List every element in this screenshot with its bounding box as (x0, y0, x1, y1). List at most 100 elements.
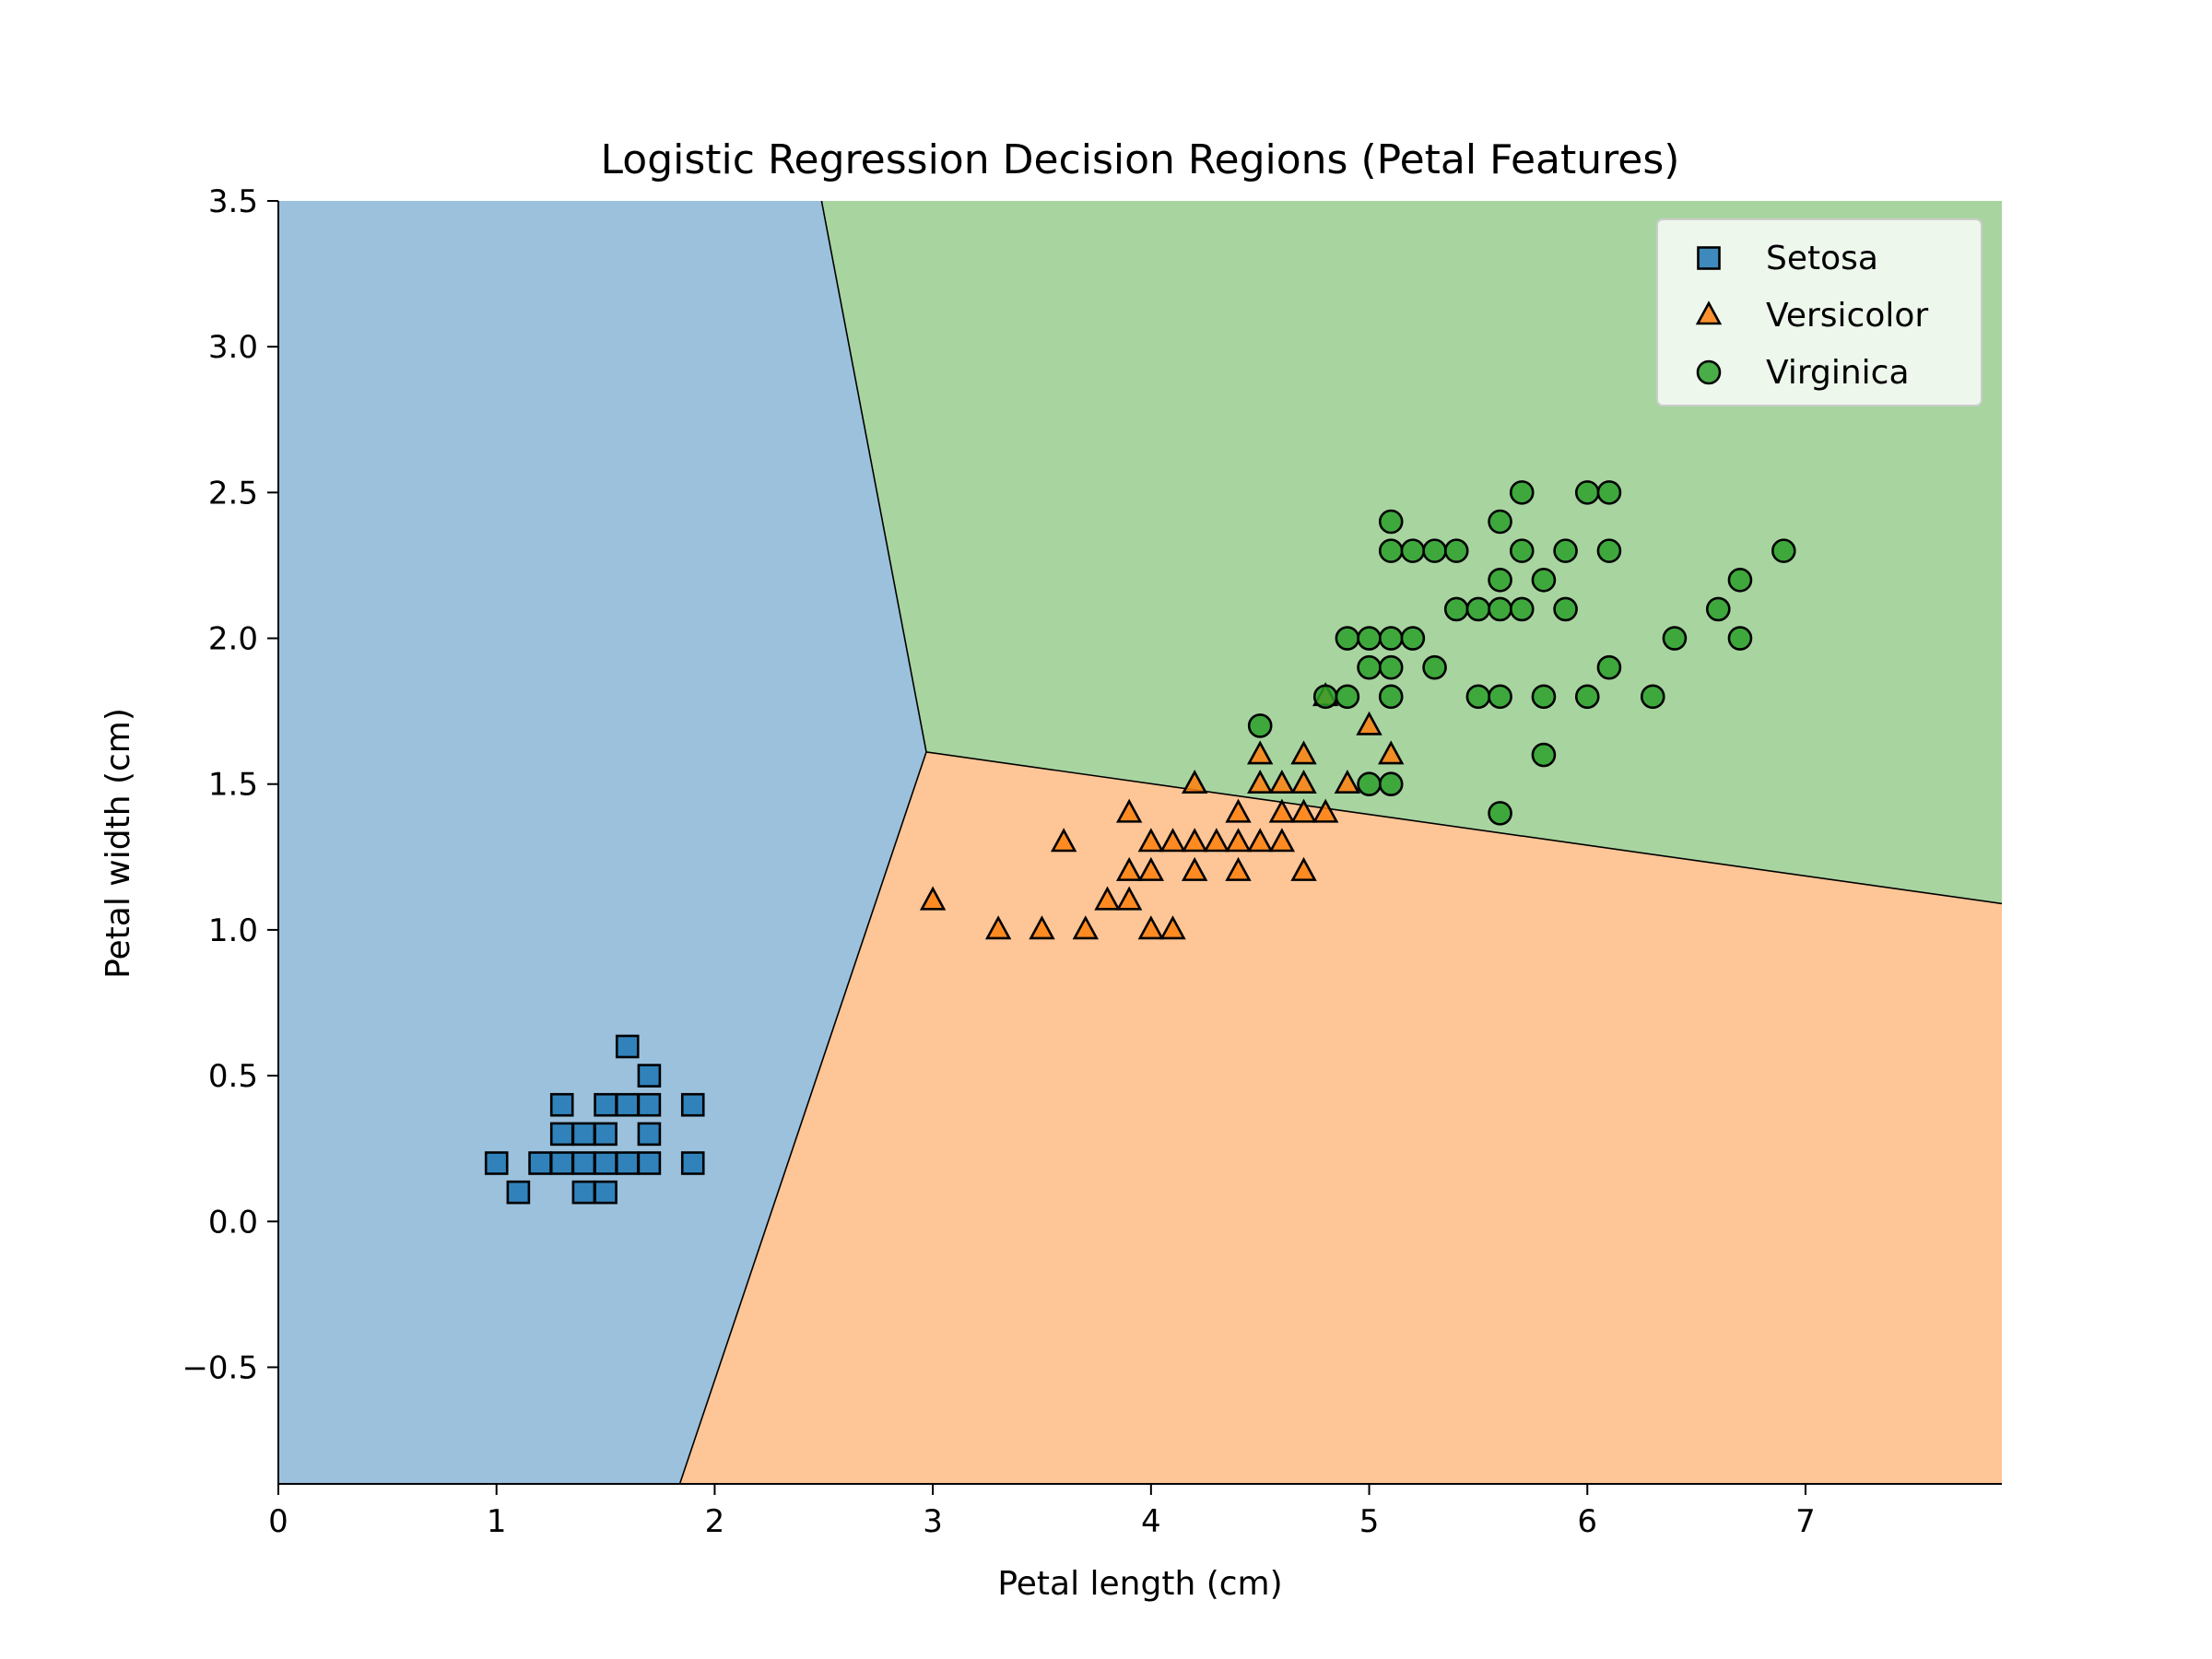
point-versicolor-28 (1290, 856, 1317, 881)
point-virginica-32 (1531, 567, 1557, 593)
point-virginica-3 (1335, 684, 1360, 710)
point-virginica-44 (1727, 567, 1753, 593)
y-tick-label: 1.5 (208, 767, 258, 804)
point-setosa-10 (594, 1180, 618, 1205)
legend-box (1656, 218, 1983, 406)
point-setosa-2 (506, 1180, 531, 1205)
point-setosa-21 (680, 1151, 705, 1175)
point-virginica-2 (1312, 684, 1338, 710)
point-setosa-18 (637, 1122, 662, 1147)
point-setosa-3 (528, 1151, 552, 1175)
point-versicolor-3 (1029, 915, 1055, 940)
x-tick-label: 0 (268, 1503, 288, 1540)
point-setosa-13 (594, 1092, 618, 1117)
point-virginica-41 (1662, 626, 1688, 651)
point-setosa-14 (615, 1151, 640, 1175)
point-virginica-38 (1596, 538, 1622, 563)
point-versicolor-17 (1181, 770, 1208, 794)
point-setosa-4 (549, 1151, 574, 1175)
point-versicolor-10 (1137, 915, 1165, 940)
legend-label-versicolor: Versicolor (1766, 297, 1928, 335)
y-tick-label: 2.5 (208, 475, 258, 512)
point-setosa-1 (484, 1151, 509, 1175)
point-virginica-9 (1378, 684, 1404, 710)
point-virginica-43 (1727, 626, 1753, 651)
point-virginica-19 (1443, 538, 1469, 563)
boundary-line-3 (925, 751, 2003, 905)
point-virginica-4 (1335, 626, 1360, 651)
point-virginica-18 (1443, 596, 1469, 622)
point-versicolor-16 (1181, 828, 1208, 853)
point-virginica-33 (1553, 596, 1578, 622)
point-versicolor-29 (1290, 798, 1317, 823)
y-tick-label: 2.0 (208, 621, 258, 658)
point-setosa-9 (571, 1122, 596, 1147)
point-versicolor-18 (1203, 828, 1230, 853)
point-virginica-36 (1574, 480, 1600, 505)
point-virginica-15 (1400, 538, 1426, 563)
legend-label-virginica: Virginica (1766, 354, 1910, 392)
point-virginica-22 (1488, 801, 1512, 826)
point-setosa-5 (549, 1122, 574, 1147)
x-tick-label: 6 (1577, 1503, 1597, 1540)
point-virginica-29 (1509, 480, 1535, 505)
point-virginica-37 (1596, 654, 1622, 680)
point-setosa-15 (615, 1092, 640, 1117)
y-tick-label: 3.0 (208, 329, 258, 366)
point-virginica-11 (1378, 626, 1404, 651)
point-virginica-7 (1357, 626, 1382, 651)
point-versicolor-30 (1290, 770, 1317, 794)
point-versicolor-27 (1268, 770, 1296, 794)
point-virginica-14 (1400, 626, 1426, 651)
x-tick-label: 3 (923, 1503, 943, 1540)
point-virginica-31 (1531, 684, 1557, 710)
x-tick-label: 4 (1141, 1503, 1161, 1540)
point-virginica-16 (1422, 654, 1447, 680)
y-axis-label: Petal width (cm) (100, 708, 137, 979)
x-tick-label: 2 (705, 1503, 725, 1540)
point-versicolor-22 (1246, 828, 1274, 853)
point-virginica-6 (1357, 654, 1382, 680)
point-versicolor-14 (1159, 828, 1186, 853)
point-virginica-34 (1553, 538, 1578, 563)
point-versicolor-20 (1225, 828, 1252, 853)
boundary-line-1 (820, 200, 927, 753)
point-versicolor-7 (1115, 886, 1143, 911)
point-virginica-10 (1378, 654, 1404, 680)
legend-marker-virginica (1696, 359, 1722, 385)
data-points (484, 480, 1796, 1205)
legend-marker-versicolor (1695, 300, 1723, 325)
point-virginica-26 (1488, 509, 1512, 535)
point-virginica-5 (1357, 771, 1382, 797)
legend: Setosa Versicolor Virginica (1656, 218, 1983, 406)
legend-label-setosa: Setosa (1766, 240, 1878, 277)
point-virginica-21 (1465, 596, 1491, 622)
point-versicolor-12 (1137, 828, 1165, 853)
point-setosa-17 (637, 1151, 662, 1175)
point-virginica-45 (1771, 538, 1796, 563)
axes: 0 1 2 3 4 5 6 7 −0.5 0.0 0.5 1.0 1.5 2.0 2.5 3.0 3.5 (182, 183, 2002, 1540)
chart-title: Logistic Regression Decision Regions (Pe… (601, 136, 1680, 183)
legend-marker-setosa (1697, 246, 1721, 270)
y-tick-label: 3.5 (208, 183, 258, 220)
point-virginica-30 (1531, 742, 1557, 768)
point-versicolor-9 (1115, 798, 1143, 823)
point-virginica-39 (1596, 480, 1622, 505)
point-versicolor-36 (1378, 740, 1405, 765)
point-setosa-8 (571, 1151, 596, 1175)
point-setosa-20 (637, 1064, 662, 1088)
point-versicolor-11 (1137, 856, 1165, 881)
point-virginica-1 (1247, 713, 1273, 738)
point-virginica-25 (1488, 567, 1512, 593)
point-virginica-28 (1509, 538, 1535, 563)
point-virginica-24 (1488, 596, 1512, 622)
point-virginica-13 (1378, 509, 1404, 535)
point-versicolor-24 (1246, 740, 1274, 765)
y-tick-label: 0.0 (208, 1204, 258, 1241)
point-versicolor-6 (1094, 886, 1121, 911)
point-virginica-17 (1422, 538, 1447, 563)
x-axis-label: Petal length (cm) (997, 1565, 1282, 1603)
region-setosa (278, 201, 927, 1484)
point-virginica-12 (1378, 538, 1404, 563)
y-tick-label: 1.0 (208, 912, 258, 949)
